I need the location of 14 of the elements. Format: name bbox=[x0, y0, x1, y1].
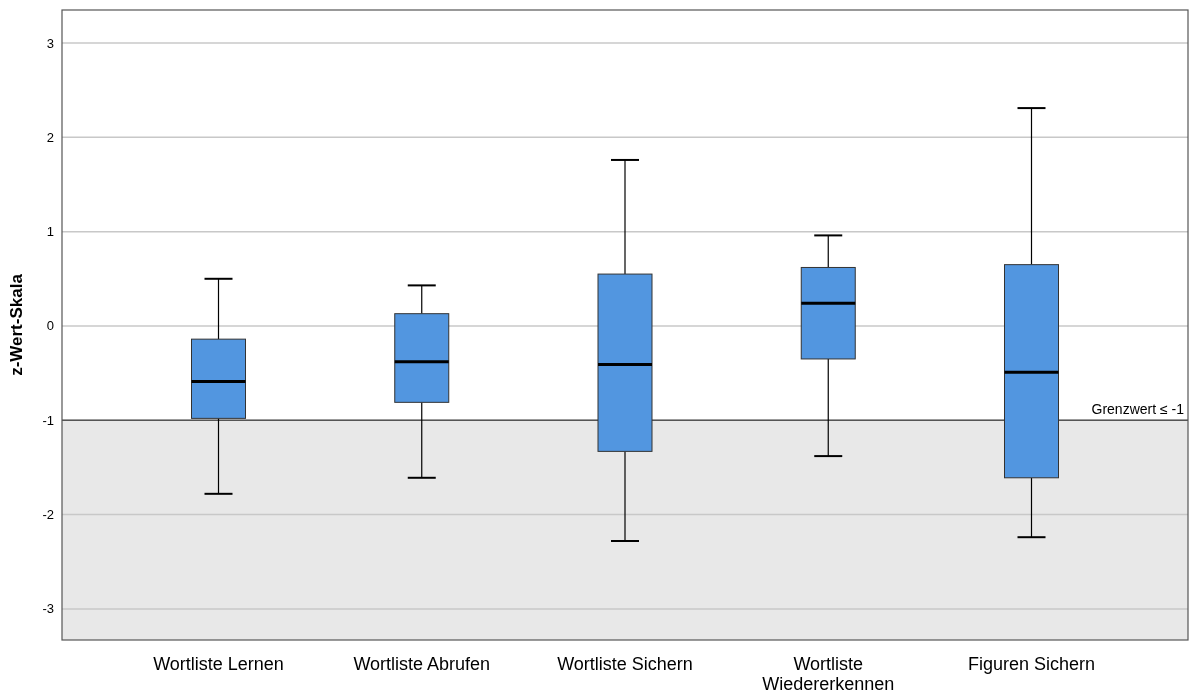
x-tick-label: Wortliste Lernen bbox=[153, 654, 284, 674]
y-tick-label: -2 bbox=[42, 507, 54, 523]
y-tick-label: 3 bbox=[46, 35, 54, 51]
y-tick-label: -3 bbox=[42, 601, 54, 617]
ref-line-label: Grenzwert ≤ -1 bbox=[1091, 401, 1185, 418]
y-tick-label: 2 bbox=[46, 129, 54, 145]
x-tick-label: Wortliste Sichern bbox=[557, 654, 693, 674]
y-tick-label: -1 bbox=[42, 412, 54, 428]
x-tick-label: Wortliste Wiedererkennen bbox=[762, 654, 895, 694]
x-tick-label: Figuren Sichern bbox=[967, 654, 1096, 674]
y-tick-label: 0 bbox=[46, 318, 54, 334]
y-axis-title: z-Wert-Skala bbox=[7, 273, 26, 376]
x-tick-label: Wortliste Abrufen bbox=[353, 654, 491, 674]
y-tick-label: 1 bbox=[46, 224, 54, 240]
